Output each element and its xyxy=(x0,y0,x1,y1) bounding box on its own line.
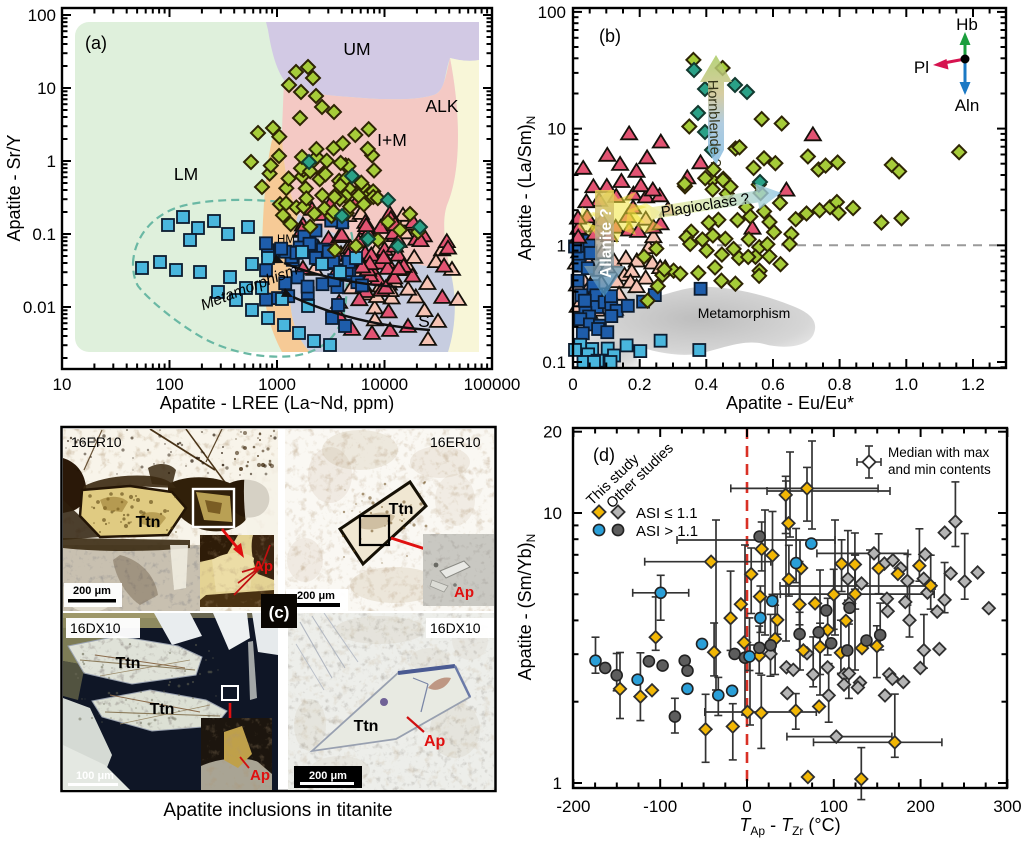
svg-text:Apatite - (La/Sm)N: Apatite - (La/Sm)N xyxy=(515,116,538,261)
svg-text:Apatite - (Sm/Yb)N: Apatite - (Sm/Yb)N xyxy=(515,534,538,681)
svg-text:1: 1 xyxy=(553,774,562,793)
svg-text:Ap: Ap xyxy=(250,767,270,784)
svg-text:Apatite inclusions in titanite: Apatite inclusions in titanite xyxy=(163,800,392,821)
svg-text:100: 100 xyxy=(28,6,56,25)
svg-text:100 μm: 100 μm xyxy=(76,770,114,782)
svg-text:0: 0 xyxy=(568,375,577,394)
svg-text:200 μm: 200 μm xyxy=(309,770,347,782)
svg-text:10: 10 xyxy=(53,375,72,394)
svg-text:-100: -100 xyxy=(643,797,677,816)
svg-text:16ER10: 16ER10 xyxy=(71,434,122,450)
svg-text:Ap: Ap xyxy=(454,584,474,601)
svg-text:Allanite ?: Allanite ? xyxy=(598,208,615,278)
svg-text:Ttn: Ttn xyxy=(116,655,141,672)
svg-text:0.01: 0.01 xyxy=(23,298,56,317)
svg-text:100: 100 xyxy=(538,3,566,22)
svg-text:(d): (d) xyxy=(593,445,615,465)
svg-text:Apatite - LREE (La~Nd, ppm): Apatite - LREE (La~Nd, ppm) xyxy=(160,393,395,413)
svg-text:ALK: ALK xyxy=(425,96,458,116)
svg-text:100: 100 xyxy=(155,375,183,394)
svg-text:0.4: 0.4 xyxy=(694,375,718,394)
svg-text:Aln: Aln xyxy=(955,96,980,115)
svg-text:16DX10: 16DX10 xyxy=(430,620,481,636)
svg-text:(a): (a) xyxy=(85,33,107,53)
svg-text:Ap: Ap xyxy=(253,558,273,575)
svg-text:Ttn: Ttn xyxy=(354,718,379,735)
svg-text:-200: -200 xyxy=(556,797,590,816)
svg-text:TAp - TZr (°C): TAp - TZr (°C) xyxy=(739,815,840,838)
svg-text:Metamorphism: Metamorphism xyxy=(698,305,791,321)
svg-text:UM: UM xyxy=(343,39,370,59)
svg-text:20: 20 xyxy=(543,423,562,442)
svg-text:16DX10: 16DX10 xyxy=(70,620,121,636)
svg-text:Ttn: Ttn xyxy=(136,514,161,531)
svg-text:Apatite - Eu/Eu*: Apatite - Eu/Eu* xyxy=(726,393,854,413)
svg-text:ASI > 1.1: ASI > 1.1 xyxy=(636,523,698,540)
svg-text:200 μm: 200 μm xyxy=(73,585,111,597)
svg-text:Hornblende ?: Hornblende ? xyxy=(704,80,723,168)
svg-text:(b): (b) xyxy=(599,26,621,46)
svg-text:and min contents: and min contents xyxy=(888,462,991,477)
svg-text:0.8: 0.8 xyxy=(828,375,852,394)
svg-text:10: 10 xyxy=(543,504,562,523)
svg-text:100000: 100000 xyxy=(464,375,521,394)
svg-text:ASI ≤ 1.1: ASI ≤ 1.1 xyxy=(636,505,698,522)
svg-text:1.2: 1.2 xyxy=(961,375,985,394)
svg-text:300: 300 xyxy=(993,797,1021,816)
svg-text:0: 0 xyxy=(742,797,751,816)
svg-text:Ap: Ap xyxy=(424,733,446,750)
svg-text:1: 1 xyxy=(557,236,566,255)
svg-text:200: 200 xyxy=(906,797,934,816)
svg-text:Hb: Hb xyxy=(956,15,978,34)
svg-text:0.1: 0.1 xyxy=(32,225,56,244)
svg-text:Apatite - Sr/Y: Apatite - Sr/Y xyxy=(4,134,24,241)
svg-text:I+M: I+M xyxy=(377,130,407,150)
svg-text:Pl: Pl xyxy=(914,58,929,77)
svg-text:10: 10 xyxy=(37,79,56,98)
svg-text:0.6: 0.6 xyxy=(761,375,785,394)
svg-text:10000: 10000 xyxy=(361,375,408,394)
svg-text:(c): (c) xyxy=(269,603,290,622)
svg-text:LM: LM xyxy=(174,164,198,184)
svg-text:100: 100 xyxy=(820,797,848,816)
svg-text:S: S xyxy=(418,311,430,331)
svg-text:Median with max: Median with max xyxy=(888,445,990,460)
svg-text:0.2: 0.2 xyxy=(628,375,652,394)
svg-text:16ER10: 16ER10 xyxy=(430,434,481,450)
svg-text:1000: 1000 xyxy=(258,375,296,394)
svg-text:Ttn: Ttn xyxy=(150,701,175,718)
svg-text:10: 10 xyxy=(547,120,566,139)
svg-text:1: 1 xyxy=(47,152,56,171)
svg-text:1.0: 1.0 xyxy=(894,375,918,394)
svg-text:0.1: 0.1 xyxy=(542,353,566,372)
svg-text:200 μm: 200 μm xyxy=(297,590,335,602)
svg-text:Ttn: Ttn xyxy=(389,501,414,518)
